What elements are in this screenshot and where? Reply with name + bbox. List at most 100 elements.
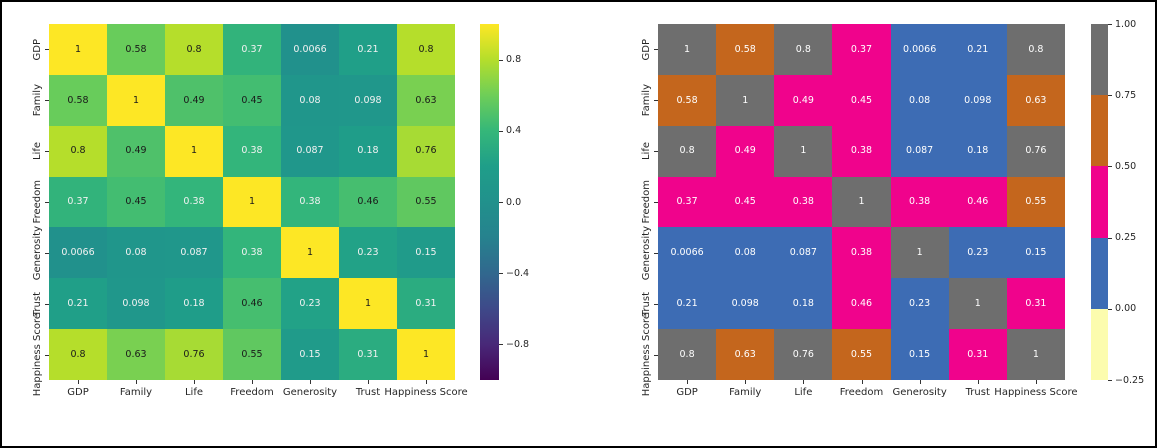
colorbar (480, 24, 499, 380)
colorbar-tick-label: 0.4 (506, 125, 522, 136)
heatmap-cell-value: 0.38 (850, 145, 873, 157)
heatmap-cell-value: 0.31 (415, 297, 437, 309)
heatmap-cell-value: 0.63 (415, 94, 437, 106)
heatmap-cell: 0.76 (165, 329, 223, 380)
heatmap-cell: 0.23 (948, 227, 1007, 279)
heatmap-cell: 0.38 (281, 176, 339, 228)
heatmap-cell: 0.31 (397, 278, 455, 330)
y-axis-label: GDP (641, 38, 652, 61)
heatmap-cell-value: 0.38 (909, 196, 931, 208)
heatmap-cell-value: 0.37 (241, 43, 263, 55)
colorbar-tick-label: 0.25 (1115, 232, 1137, 243)
heatmap-cell-value: 0.15 (1025, 247, 1047, 259)
x-tick-mark (368, 380, 369, 384)
heatmap-cell-value: 0.38 (792, 196, 814, 208)
heatmap-cell-value: 0.08 (734, 247, 756, 259)
heatmap-cell: 0.08 (890, 74, 949, 126)
heatmap-cell: 0.45 (223, 74, 281, 126)
heatmap-cell: 0.63 (107, 329, 165, 380)
heatmap-cell: 0.55 (1006, 176, 1065, 228)
colorbar-tick-mark (499, 60, 503, 61)
heatmap-cell: 0.58 (49, 74, 107, 126)
heatmap-cell-value: 0.098 (122, 297, 150, 309)
heatmap-cell: 0.31 (948, 329, 1007, 380)
colorbar-segment (1091, 24, 1108, 96)
heatmap-cell-value: 0.15 (909, 348, 931, 360)
colorbar-tick-mark (499, 131, 503, 132)
heatmap-cell-value: 0.087 (906, 145, 934, 157)
heatmap-cell: 0.15 (1006, 227, 1065, 279)
x-tick-mark (310, 380, 311, 384)
heatmap-cell: 0.37 (49, 176, 107, 228)
heatmap-cell: 0.8 (1006, 24, 1065, 75)
heatmap-cell: 0.38 (223, 125, 281, 177)
heatmap-cell: 0.15 (397, 227, 455, 279)
heatmap-cell-value: 1 (190, 145, 198, 157)
heatmap-cell: 1 (774, 125, 833, 177)
heatmap-cell-value: 0.45 (125, 196, 147, 208)
colorbar-tick-label: −0.8 (506, 339, 530, 350)
y-tick-mark (654, 355, 658, 356)
heatmap-cell-value: 0.23 (299, 297, 321, 309)
heatmap-cell: 0.46 (223, 278, 281, 330)
colorbar-tick-label: 0.50 (1115, 161, 1137, 172)
heatmap-cell: 0.63 (716, 329, 775, 380)
heatmap-cell-value: 0.49 (734, 145, 756, 157)
y-tick-mark (654, 49, 658, 50)
heatmap-cell: 0.63 (1006, 74, 1065, 126)
heatmap-cell-value: 1 (1032, 348, 1039, 360)
heatmap-cell-value: 1 (916, 247, 923, 259)
heatmap-cell-value: 1 (858, 196, 865, 208)
heatmap-cell-value: 0.63 (1025, 94, 1047, 106)
heatmap-cell-value: 0.37 (676, 196, 698, 208)
colorbar-tick-label: 0.75 (1115, 90, 1137, 101)
heatmap-cell-value: 0.37 (850, 43, 873, 55)
x-axis-label: Family (729, 387, 762, 398)
heatmap-cell: 0.76 (397, 125, 455, 177)
x-tick-mark (426, 380, 427, 384)
heatmap-cell: 0.08 (716, 227, 775, 279)
heatmap-cell: 0.76 (1006, 125, 1065, 177)
heatmap-cell-value: 0.08 (125, 247, 147, 259)
x-axis-label: Freedom (230, 387, 274, 398)
y-axis-label: Life (32, 142, 43, 161)
heatmap-cell-value: 0.21 (67, 297, 89, 309)
heatmap-cell: 1 (223, 176, 281, 228)
heatmap-grid: 1 0.58 0.8 0.37 0.0066 0.21 0.8 0.58 1 0.49 0.45 0.… (658, 24, 1065, 380)
heatmap-cell: 0.49 (716, 125, 775, 177)
heatmap-cell: 0.18 (774, 278, 833, 330)
x-axis-label: Generosity (282, 387, 338, 398)
heatmap-cell: 1 (49, 24, 107, 75)
x-tick-mark (194, 380, 195, 384)
y-axis-label: Family (641, 84, 652, 117)
heatmap-cell: 0.098 (339, 74, 397, 126)
heatmap-cell-value: 0.0066 (293, 43, 327, 55)
heatmap-cell-value: 0.45 (241, 94, 263, 106)
colorbar-tick-mark (1108, 95, 1112, 96)
heatmap-cell: 0.21 (658, 278, 717, 330)
heatmap-cell-value: 0.46 (967, 196, 989, 208)
heatmap-cell: 0.55 (397, 176, 455, 228)
heatmap-cell-value: 0.38 (299, 196, 321, 208)
heatmap-cell: 0.087 (281, 125, 339, 177)
heatmap-cell-value: 1 (974, 297, 981, 309)
x-tick-mark (920, 380, 921, 384)
heatmap-cell-value: 0.21 (676, 297, 698, 309)
heatmap-cell: 0.098 (107, 278, 165, 330)
heatmap-cell-value: 1 (684, 43, 691, 55)
heatmap-cell: 0.087 (165, 227, 223, 279)
heatmap-cell-value: 0.31 (1025, 297, 1047, 309)
heatmap-cell: 1 (948, 278, 1007, 330)
colorbar-tick-label: −0.4 (506, 268, 530, 279)
x-axis-label: Happiness Score (994, 387, 1078, 398)
heatmap-cell-value: 0.38 (241, 145, 263, 157)
x-tick-mark (78, 380, 79, 384)
heatmap-cell-value: 0.76 (415, 145, 437, 157)
x-tick-mark (136, 380, 137, 384)
heatmap-cell: 0.46 (832, 278, 891, 330)
heatmap-cell: 0.55 (832, 329, 891, 380)
heatmap-cell: 0.49 (774, 74, 833, 126)
heatmap-cell: 0.55 (223, 329, 281, 380)
colorbar-tick-label: 0.00 (1115, 303, 1137, 314)
